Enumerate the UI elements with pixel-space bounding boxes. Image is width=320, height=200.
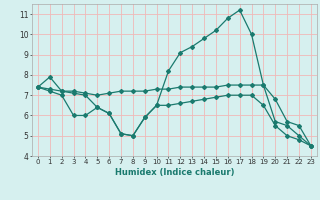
X-axis label: Humidex (Indice chaleur): Humidex (Indice chaleur) <box>115 168 234 177</box>
